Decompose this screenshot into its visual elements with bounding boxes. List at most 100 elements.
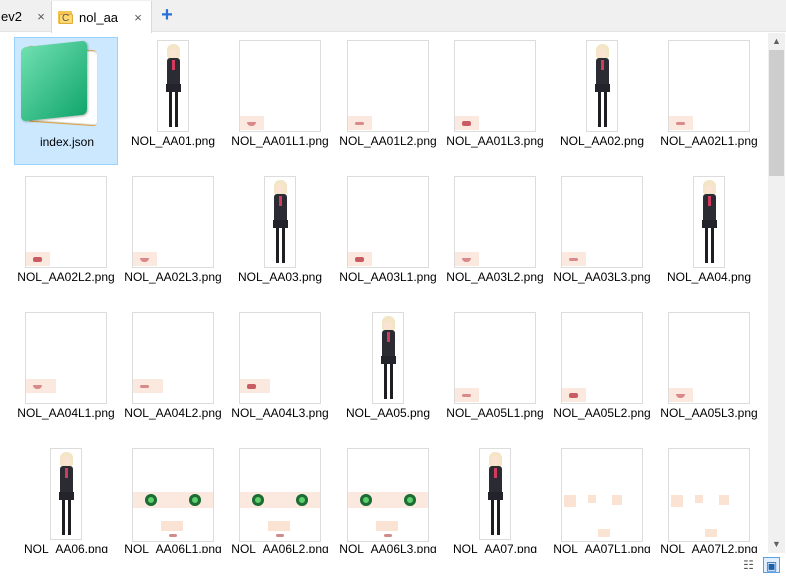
- file-item[interactable]: NOL_AA03L1.png: [336, 173, 440, 301]
- file-item[interactable]: index.json: [14, 37, 118, 165]
- file-grid: index.json NOL_AA01.png NOL_AA01L1.png NOL_…: [0, 33, 768, 553]
- mouth-thumbnail: [562, 177, 642, 267]
- notepad-json-icon: [19, 40, 109, 132]
- tab-nol-aa[interactable]: C nol_aa ×: [51, 1, 152, 33]
- tab-title: ev2: [1, 9, 22, 24]
- mouth-thumbnail: [562, 313, 642, 403]
- mouth-thumbnail: [133, 313, 213, 403]
- character-thumbnail: [51, 449, 81, 539]
- mouth-thumbnail: [348, 177, 428, 267]
- file-item[interactable]: NOL_AA01.png: [121, 37, 225, 165]
- file-name: NOL_AA07.png: [452, 542, 538, 553]
- file-item[interactable]: NOL_AA01L2.png: [336, 37, 440, 165]
- scroll-down-arrow-icon[interactable]: ▼: [772, 539, 781, 549]
- file-name: NOL_AA05L1.png: [446, 406, 544, 420]
- character-thumbnail: [373, 313, 403, 403]
- file-name: NOL_AA01.png: [130, 134, 216, 148]
- mouth-thumbnail: [455, 177, 535, 267]
- file-item[interactable]: NOL_AA05.png: [336, 309, 440, 437]
- file-name: NOL_AA06L1.png: [124, 542, 222, 553]
- mouth-thumbnail: [348, 41, 428, 131]
- file-name: NOL_AA03.png: [237, 270, 323, 284]
- file-item[interactable]: NOL_AA06L2.png: [228, 445, 332, 553]
- file-name: NOL_AA03L2.png: [446, 270, 544, 284]
- mouth-thumbnail: [669, 313, 749, 403]
- large-icons-view-icon[interactable]: ▣: [763, 557, 780, 573]
- mouth-thumbnail: [455, 313, 535, 403]
- vertical-scrollbar[interactable]: ▲ ▼: [768, 33, 785, 553]
- file-item[interactable]: NOL_AA05L1.png: [443, 309, 547, 437]
- details-view-icon[interactable]: ☷: [743, 558, 754, 572]
- mouth-thumbnail: [26, 177, 106, 267]
- file-item[interactable]: NOL_AA04L2.png: [121, 309, 225, 437]
- file-name: NOL_AA03L1.png: [339, 270, 437, 284]
- file-name: NOL_AA04L3.png: [231, 406, 329, 420]
- file-item[interactable]: NOL_AA06L3.png: [336, 445, 440, 553]
- file-name: NOL_AA05L3.png: [660, 406, 758, 420]
- file-item[interactable]: NOL_AA07L2.png: [657, 445, 761, 553]
- file-item[interactable]: NOL_AA01L3.png: [443, 37, 547, 165]
- file-name: NOL_AA03L3.png: [553, 270, 651, 284]
- file-item[interactable]: NOL_AA03L2.png: [443, 173, 547, 301]
- character-thumbnail: [587, 41, 617, 131]
- file-item[interactable]: NOL_AA02L2.png: [14, 173, 118, 301]
- tab-title: nol_aa: [79, 9, 119, 25]
- face-parts-thumbnail: [669, 449, 749, 541]
- eyes-thumbnail: [240, 449, 320, 541]
- scroll-up-arrow-icon[interactable]: ▲: [772, 36, 781, 46]
- file-item[interactable]: NOL_AA06.png: [14, 445, 118, 553]
- mouth-thumbnail: [133, 177, 213, 267]
- file-name: NOL_AA02.png: [559, 134, 645, 148]
- file-name: NOL_AA06L3.png: [339, 542, 437, 553]
- character-thumbnail: [694, 177, 724, 267]
- file-name: NOL_AA06.png: [23, 542, 109, 553]
- status-bar: ☷ ▣: [0, 553, 786, 577]
- file-item[interactable]: NOL_AA07.png: [443, 445, 547, 553]
- file-item[interactable]: NOL_AA05L3.png: [657, 309, 761, 437]
- file-name: NOL_AA04.png: [666, 270, 752, 284]
- file-item[interactable]: NOL_AA02L3.png: [121, 173, 225, 301]
- character-thumbnail: [158, 41, 188, 131]
- folder-icon: C: [58, 9, 74, 25]
- eyes-thumbnail: [348, 449, 428, 541]
- file-item[interactable]: NOL_AA04.png: [657, 173, 761, 301]
- file-name: NOL_AA07L1.png: [553, 542, 651, 553]
- file-name: index.json: [39, 135, 95, 149]
- close-icon[interactable]: ×: [134, 9, 142, 25]
- file-name: NOL_AA07L2.png: [660, 542, 758, 553]
- character-thumbnail: [265, 177, 295, 267]
- add-tab-button[interactable]: +: [161, 4, 173, 26]
- file-name: NOL_AA05.png: [345, 406, 431, 420]
- file-item[interactable]: NOL_AA01L1.png: [228, 37, 332, 165]
- character-thumbnail: [480, 449, 510, 539]
- file-item[interactable]: NOL_AA06L1.png: [121, 445, 225, 553]
- mouth-thumbnail: [669, 41, 749, 131]
- close-icon[interactable]: ×: [37, 9, 45, 24]
- file-name: NOL_AA01L1.png: [231, 134, 329, 148]
- scrollbar-thumb[interactable]: [769, 50, 784, 176]
- mouth-thumbnail: [240, 313, 320, 403]
- mouth-thumbnail: [240, 41, 320, 131]
- file-item[interactable]: NOL_AA03L3.png: [550, 173, 654, 301]
- file-item[interactable]: NOL_AA05L2.png: [550, 309, 654, 437]
- file-item[interactable]: NOL_AA03.png: [228, 173, 332, 301]
- tab-ev2[interactable]: ev2 ×: [0, 1, 51, 32]
- mouth-thumbnail: [455, 41, 535, 131]
- file-item[interactable]: NOL_AA04L3.png: [228, 309, 332, 437]
- file-name: NOL_AA06L2.png: [231, 542, 329, 553]
- mouth-thumbnail: [26, 313, 106, 403]
- tab-bar: ev2 × C nol_aa × +: [0, 0, 786, 33]
- file-name: NOL_AA02L2.png: [17, 270, 115, 284]
- eyes-thumbnail: [133, 449, 213, 541]
- file-name: NOL_AA02L1.png: [660, 134, 758, 148]
- file-name: NOL_AA04L2.png: [124, 406, 222, 420]
- file-item[interactable]: NOL_AA07L1.png: [550, 445, 654, 553]
- file-name: NOL_AA04L1.png: [17, 406, 115, 420]
- file-name: NOL_AA05L2.png: [553, 406, 651, 420]
- face-parts-thumbnail: [562, 449, 642, 541]
- file-item[interactable]: NOL_AA04L1.png: [14, 309, 118, 437]
- file-name: NOL_AA01L2.png: [339, 134, 437, 148]
- file-item[interactable]: NOL_AA02L1.png: [657, 37, 761, 165]
- file-name: NOL_AA02L3.png: [124, 270, 222, 284]
- file-item[interactable]: NOL_AA02.png: [550, 37, 654, 165]
